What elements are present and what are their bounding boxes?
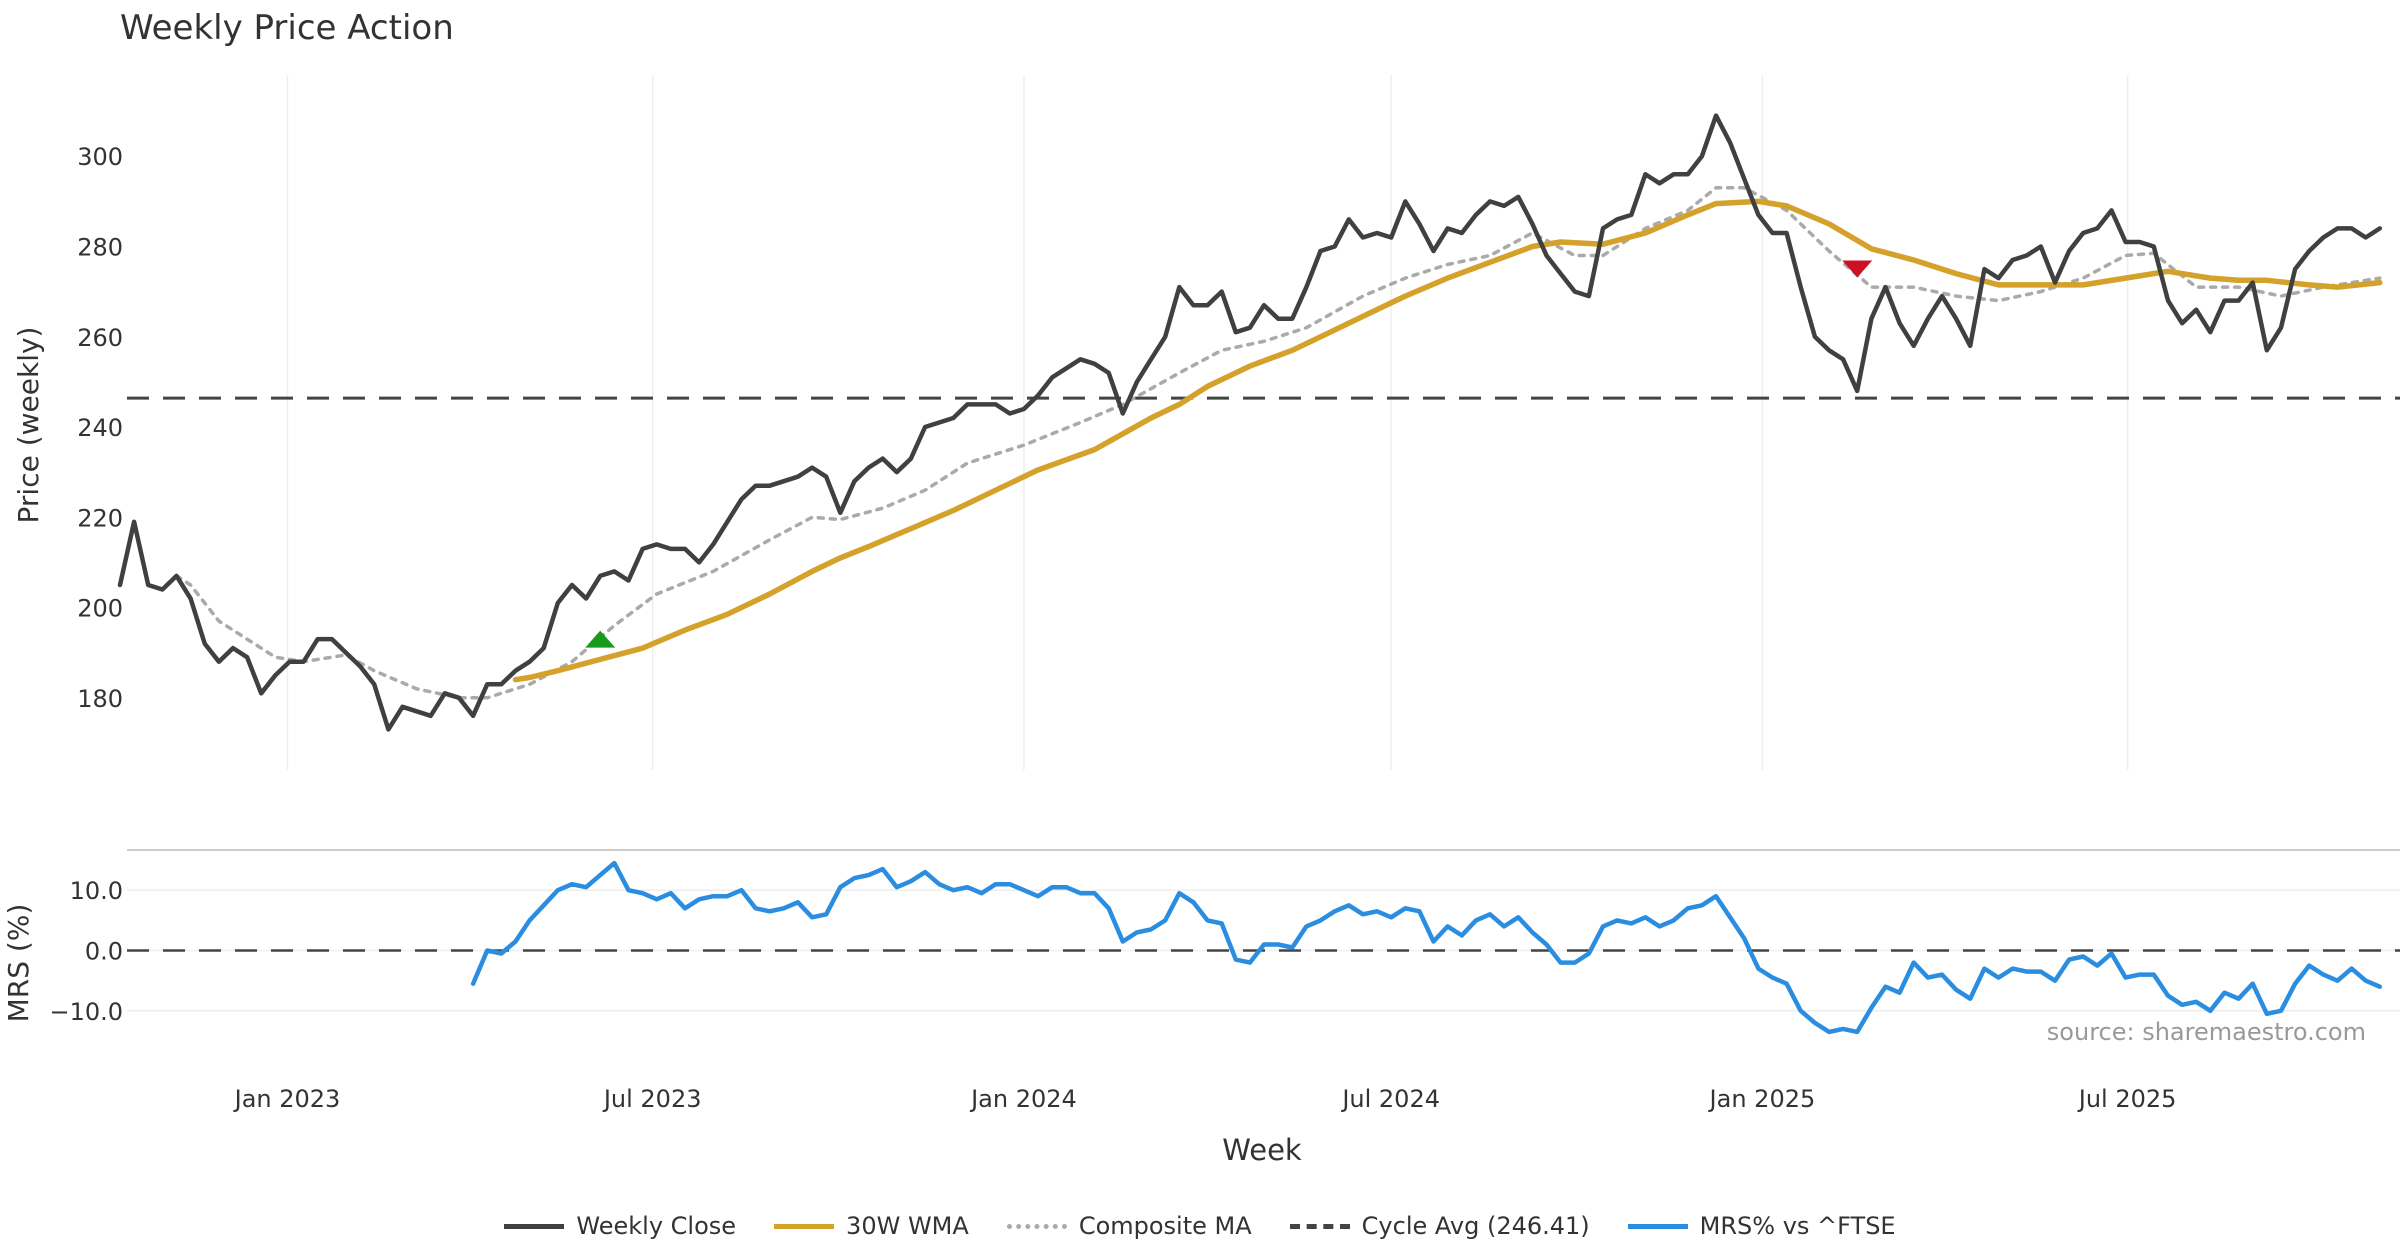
buy-signal-marker <box>585 630 616 648</box>
source-note: source: sharemaestro.com <box>2046 1018 2366 1046</box>
legend-item: MRS% vs ^FTSE <box>1627 1212 1896 1240</box>
price-panel-grid <box>286 75 2129 770</box>
sell-signal-marker <box>1842 260 1873 278</box>
x-tick-label: Jul 2023 <box>602 1085 702 1113</box>
chart-title: Weekly Price Action <box>120 8 454 48</box>
price-y-tick-label: 180 <box>77 685 123 713</box>
mrs-y-tick-label: −10.0 <box>49 998 123 1026</box>
price-y-axis-label: Price (weekly) <box>12 327 45 524</box>
legend-item: Composite MA <box>1006 1212 1252 1240</box>
price-series-group <box>117 113 2400 732</box>
price-y-tick-label: 260 <box>77 324 123 352</box>
price-y-tick-label: 240 <box>77 414 123 442</box>
x-axis-label: Week <box>1222 1133 1302 1167</box>
legend-swatch <box>1627 1223 1688 1229</box>
mrs-y-axis: 10.0 0.0 −10.0 <box>49 877 123 1026</box>
price-y-tick-label: 280 <box>77 233 123 261</box>
x-tick-label: Jan 2024 <box>969 1085 1077 1113</box>
mrs-y-tick-label: 10.0 <box>70 877 123 905</box>
x-tick-label: Jul 2025 <box>2077 1085 2177 1113</box>
legend-label: Cycle Avg (246.41) <box>1361 1212 1590 1240</box>
weekly-close-series <box>117 113 2383 732</box>
legend-item: Cycle Avg (246.41) <box>1289 1212 1590 1240</box>
legend-item: Weekly Close <box>504 1212 736 1240</box>
legend-swatch <box>774 1223 835 1229</box>
legend-label: 30W WMA <box>846 1212 969 1240</box>
mrs-y-tick-label: 0.0 <box>85 938 123 966</box>
chart-legend: Weekly Close 30W WMA Composite MA Cycle Avg… <box>0 1212 2400 1240</box>
legend-swatch <box>1289 1223 1350 1229</box>
mrs-series-group <box>470 860 2383 1035</box>
price-y-axis: 180 200 220 240 260 280 300 <box>77 143 123 713</box>
legend-swatch <box>1006 1223 1067 1229</box>
legend-item: 30W WMA <box>774 1212 969 1240</box>
price-y-tick-label: 300 <box>77 143 123 171</box>
legend-label: MRS% vs ^FTSE <box>1699 1212 1896 1240</box>
mrs-panel-grid <box>127 849 2400 1012</box>
30w-wma-series <box>512 198 2383 683</box>
signal-markers <box>585 260 1873 648</box>
legend-swatch <box>504 1223 565 1229</box>
x-tick-label: Jan 2023 <box>233 1085 341 1113</box>
x-axis: Jan 2023 Jul 2023 Jan 2024 Jul 2024 Jan 2025… <box>233 1085 2177 1113</box>
x-tick-label: Jan 2025 <box>1708 1085 1816 1113</box>
x-tick-label: Jul 2024 <box>1340 1085 1440 1113</box>
price-y-tick-label: 220 <box>77 504 123 532</box>
legend-label: Weekly Close <box>576 1212 737 1240</box>
mrs-y-axis-label: MRS (%) <box>2 904 35 1023</box>
price-y-tick-label: 200 <box>77 595 123 623</box>
legend-label: Composite MA <box>1078 1212 1252 1240</box>
mrs-series <box>470 860 2383 1035</box>
